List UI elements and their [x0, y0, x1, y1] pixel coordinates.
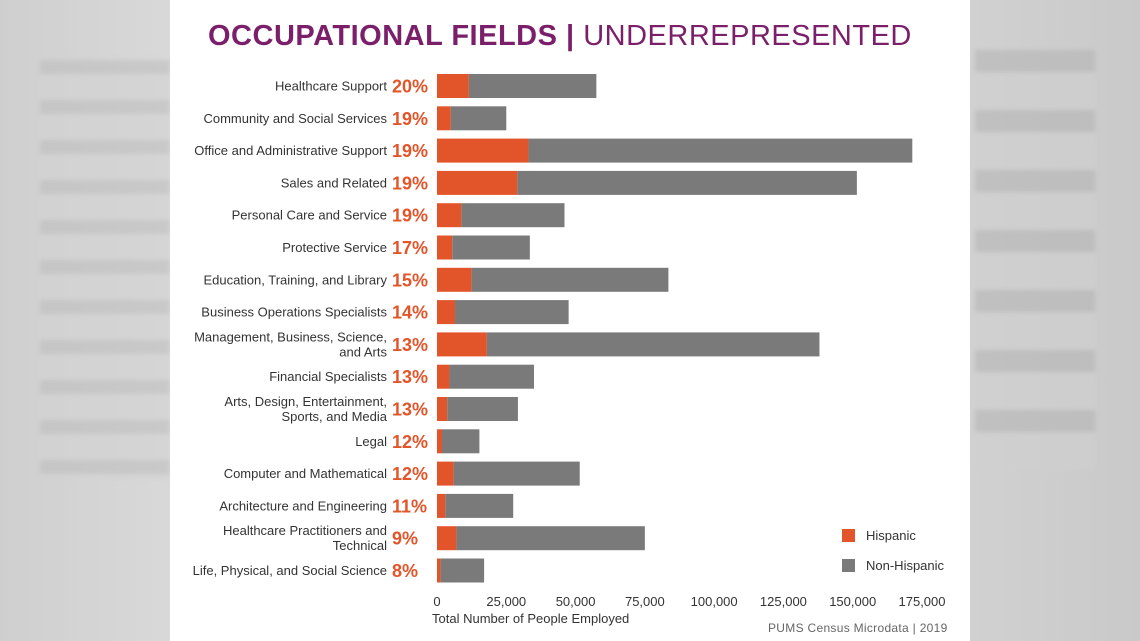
- bar-non-hispanic: [445, 493, 514, 518]
- x-tick-label: 125,000: [760, 594, 807, 609]
- title-light: UNDERREPRESENTED: [583, 20, 912, 52]
- bar-hispanic: [437, 138, 529, 163]
- category-label: Technical: [333, 538, 387, 553]
- bar-hispanic: [437, 300, 456, 325]
- source-note: PUMS Census Microdata | 2019: [768, 621, 948, 635]
- bar-hispanic: [437, 332, 487, 357]
- percent-label: 19%: [392, 206, 428, 226]
- category-label: Personal Care and Service: [232, 208, 387, 223]
- bar-hispanic: [437, 74, 469, 98]
- category-label: Management, Business, Science,: [194, 329, 387, 344]
- bar-non-hispanic: [453, 461, 580, 486]
- category-label: Arts, Design, Entertainment,: [224, 394, 387, 409]
- bar-hispanic: [437, 267, 472, 292]
- x-tick-label: 150,000: [829, 594, 876, 609]
- background-blur-right: [975, 50, 1095, 470]
- title-bold: OCCUPATIONAL FIELDS: [208, 20, 558, 52]
- percent-label: 20%: [392, 77, 428, 97]
- bar-hispanic: [437, 203, 462, 228]
- x-tick-label: 0: [433, 594, 440, 609]
- percent-label: 14%: [392, 303, 428, 323]
- percent-label: 15%: [392, 270, 428, 290]
- bar-hispanic: [437, 493, 446, 518]
- x-tick-label: 50,000: [556, 594, 596, 609]
- bar-hispanic: [437, 235, 453, 260]
- category-label: Life, Physical, and Social Science: [193, 563, 387, 578]
- category-label: Healthcare Practitioners and: [223, 523, 387, 538]
- bar-hispanic: [437, 364, 450, 389]
- chart-card: OCCUPATIONAL FIELDS | UNDERREPRESENTED H…: [170, 0, 970, 641]
- percent-label: 9%: [392, 529, 418, 549]
- legend-swatch-hispanic: [842, 529, 855, 542]
- x-axis-title: Total Number of People Employed: [432, 611, 630, 626]
- percent-label: 17%: [392, 238, 428, 258]
- background-blur-left: [40, 60, 170, 480]
- category-label: Business Operations Specialists: [201, 305, 387, 320]
- chart-title: OCCUPATIONAL FIELDS | UNDERREPRESENTED: [208, 20, 912, 53]
- bar-non-hispanic: [440, 558, 485, 583]
- bar-non-hispanic: [517, 170, 857, 195]
- bar-non-hispanic: [456, 526, 645, 551]
- category-label: Sports, and Media: [281, 409, 387, 424]
- legend-hispanic: Hispanic: [842, 528, 916, 543]
- category-label: Protective Service: [282, 240, 387, 255]
- bar-non-hispanic: [455, 300, 569, 325]
- legend-label-hispanic: Hispanic: [866, 528, 916, 543]
- legend-swatch-non-hispanic: [842, 559, 855, 572]
- x-tick-label: 25,000: [486, 594, 526, 609]
- category-label: Sales and Related: [281, 175, 387, 190]
- bar-non-hispanic: [447, 397, 518, 421]
- bar-chart: Healthcare Support 20% Community and Socia…: [193, 74, 946, 609]
- bar-non-hispanic: [461, 203, 565, 228]
- bar-non-hispanic: [468, 74, 597, 98]
- legend-label-non-hispanic: Non-Hispanic: [866, 558, 945, 573]
- percent-label: 13%: [392, 400, 428, 420]
- category-label: Legal: [355, 434, 387, 449]
- bar-non-hispanic: [450, 106, 507, 131]
- bar-hispanic: [437, 526, 457, 551]
- bar-hispanic: [437, 461, 454, 486]
- bar-hispanic: [437, 106, 451, 131]
- percent-label: 12%: [392, 432, 428, 452]
- x-tick-label: 100,000: [691, 594, 738, 609]
- percent-label: 12%: [392, 464, 428, 484]
- percent-label: 19%: [392, 173, 428, 193]
- percent-label: 19%: [392, 141, 428, 161]
- bar-hispanic: [437, 558, 441, 583]
- bar-non-hispanic: [528, 138, 913, 163]
- category-label: Community and Social Services: [203, 111, 387, 126]
- bar-hispanic: [437, 429, 442, 454]
- bar-non-hispanic: [471, 267, 669, 292]
- legend-non-hispanic: Non-Hispanic: [842, 558, 944, 573]
- category-label: Architecture and Engineering: [219, 498, 387, 513]
- category-label: Financial Specialists: [269, 369, 387, 384]
- bar-non-hispanic: [441, 429, 480, 454]
- percent-label: 19%: [392, 109, 428, 129]
- title-separator: |: [566, 20, 575, 52]
- percent-label: 11%: [392, 496, 427, 516]
- bar-non-hispanic: [486, 332, 820, 357]
- category-label: Computer and Mathematical: [224, 466, 387, 481]
- percent-label: 13%: [392, 367, 428, 387]
- category-label: Education, Training, and Library: [203, 272, 387, 287]
- category-label: and Arts: [339, 344, 387, 359]
- x-tick-label: 75,000: [625, 594, 665, 609]
- bar-non-hispanic: [449, 364, 534, 389]
- bar-hispanic: [437, 397, 448, 421]
- x-tick-label: 175,000: [899, 594, 946, 609]
- bar-hispanic: [437, 170, 518, 195]
- percent-label: 8%: [392, 561, 418, 581]
- percent-label: 13%: [392, 335, 428, 355]
- category-label: Office and Administrative Support: [194, 143, 387, 158]
- bar-non-hispanic: [452, 235, 530, 260]
- category-label: Healthcare Support: [275, 79, 387, 94]
